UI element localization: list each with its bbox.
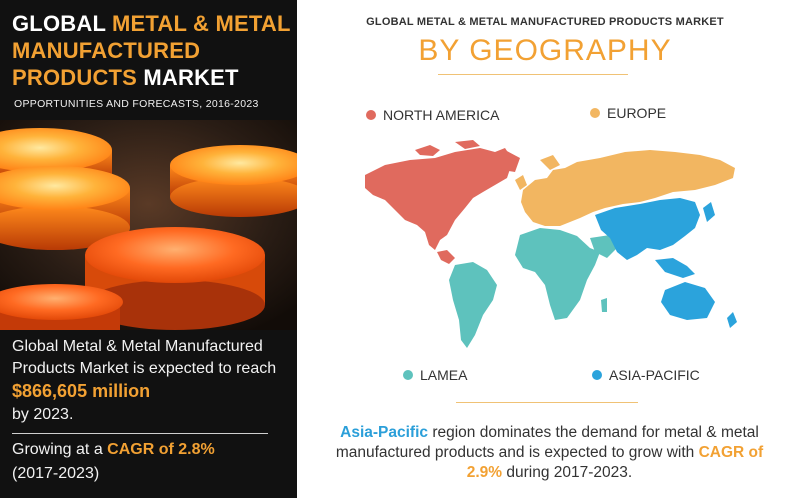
left-panel: GLOBAL METAL & METAL MANUFACTURED PRODUC… [0, 0, 297, 498]
growth-cagr: CAGR of 2.8% [107, 441, 215, 458]
legend-label-lamea: LAMEA [420, 367, 468, 383]
geography-heading: BY GEOGRAPHY [418, 34, 672, 67]
title-accent: METAL & METAL MANUFACTURED PRODUCTS [12, 11, 291, 90]
report-subtitle: OPPORTUNITIES AND FORECASTS, 2016-2023 [14, 98, 259, 110]
map-region-north-america [365, 140, 520, 264]
map-region-lamea [449, 228, 617, 348]
heading-underline [438, 74, 628, 75]
map-region-europe [515, 150, 735, 226]
legend-label-north-america: NORTH AMERICA [383, 107, 500, 123]
growth-text: Growing at a CAGR of 2.8% (2017-2023) [12, 438, 287, 486]
geography-title: GLOBAL METAL & METAL MANUFACTURED PRODUC… [366, 16, 724, 28]
summary-text: Asia-Pacific region dominates the demand… [322, 423, 777, 483]
summary-cagr: CAGR of 2.9% [466, 444, 764, 481]
summary-region: Asia-Pacific [340, 424, 429, 441]
growth-period: (2017-2023) [12, 465, 100, 482]
growth-prefix: Growing at a [12, 441, 108, 458]
map-region-asia-pacific [595, 198, 737, 328]
legend-lamea: LAMEA [403, 367, 467, 383]
summary-text-2: during 2017-2023. [502, 464, 633, 481]
legend-dot-north-america [366, 110, 376, 120]
market-forecast-text: Global Metal & Metal Manufactured Produc… [12, 336, 287, 426]
left-header: GLOBAL METAL & METAL MANUFACTURED PRODUC… [0, 0, 297, 120]
market-text-1: Global Metal & Metal Manufactured Produc… [12, 338, 277, 377]
report-title: GLOBAL METAL & METAL MANUFACTURED PRODUC… [12, 10, 294, 91]
title-suffix: MARKET [137, 65, 239, 90]
hot-metal-photo [0, 120, 297, 330]
world-map [365, 140, 737, 348]
legend-europe: EUROPE [590, 105, 666, 121]
legend-label-europe: EUROPE [607, 105, 667, 121]
legend-dot-lamea [403, 370, 413, 380]
legend-asia-pacific: ASIA-PACIFIC [592, 367, 700, 383]
summary-divider [456, 402, 638, 403]
title-prefix: GLOBAL [12, 11, 112, 36]
legend-north-america: NORTH AMERICA [366, 107, 499, 123]
market-info: Global Metal & Metal Manufactured Produc… [0, 330, 297, 498]
summary-text-1: region dominates the demand for metal & … [335, 424, 759, 461]
market-text-2: by 2023. [12, 406, 74, 423]
market-value: $866,605 million [12, 381, 151, 401]
legend-label-asia-pacific: ASIA-PACIFIC [609, 367, 700, 383]
legend-dot-europe [590, 108, 600, 118]
left-divider [12, 433, 268, 434]
legend-dot-asia-pacific [592, 370, 602, 380]
